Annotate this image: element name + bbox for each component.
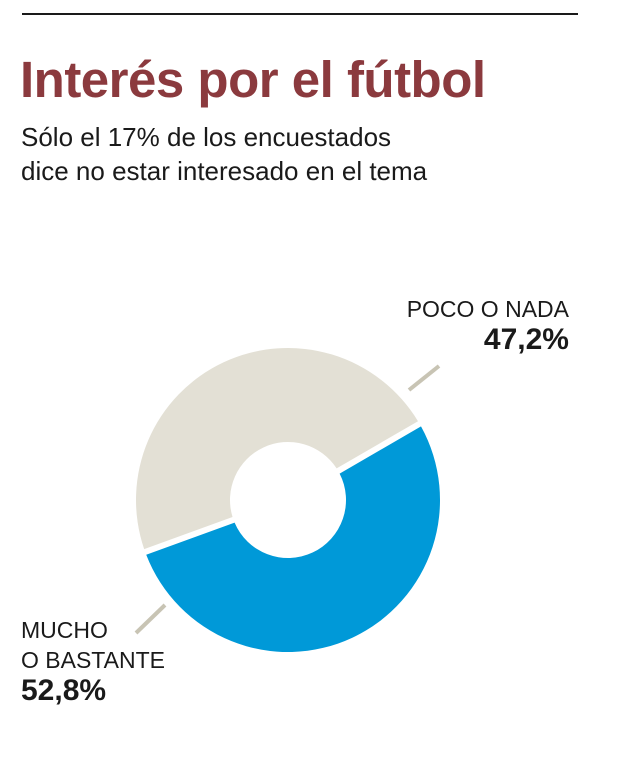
subtitle-line-2: dice no estar interesado en el tema — [21, 156, 428, 186]
top-rule — [22, 13, 578, 15]
chart-title: Interés por el fútbol — [20, 51, 486, 108]
label-poco-o-nada: POCO O NADA 47,2% — [407, 294, 569, 356]
label-mucho-name-1: MUCHO — [21, 617, 108, 643]
label-mucho-name-2: O BASTANTE — [21, 647, 165, 673]
label-mucho-value: 52,8% — [21, 674, 107, 707]
leader-line-mucho-o-bastante — [134, 603, 167, 635]
slice-mucho-o-bastante — [146, 426, 441, 653]
subtitle-line-1: Sólo el 17% de los encuestados — [21, 122, 392, 152]
label-poco-name: POCO O NADA — [406, 296, 569, 322]
slice-poco-o-nada — [136, 348, 419, 550]
chart-subtitle: Sólo el 17% de los encuestados dice no e… — [21, 120, 427, 188]
label-poco-value: 47,2% — [483, 323, 569, 356]
label-mucho-o-bastante: MUCHO O BASTANTE 52,8% — [21, 615, 165, 707]
leader-line-poco-o-nada — [407, 364, 441, 392]
